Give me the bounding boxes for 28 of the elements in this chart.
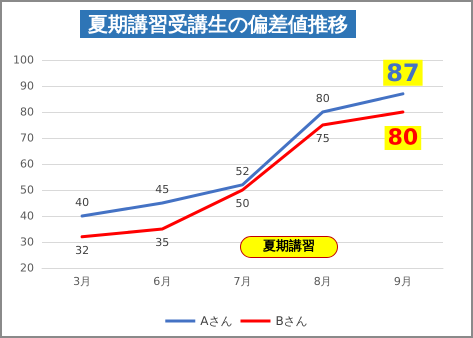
chart-title: 夏期講習受講生の偏差値推移 (87, 12, 348, 36)
data-label: 75 (316, 132, 330, 145)
y-tick-label: 50 (20, 184, 34, 196)
legend-label: Aさん (200, 314, 232, 328)
legend-label: Bさん (275, 314, 308, 328)
y-tick-label: 100 (13, 54, 34, 66)
y-tick-label: 20 (20, 262, 34, 274)
data-label: 40 (75, 196, 90, 209)
x-tick-label: 7月 (234, 275, 252, 288)
y-tick-label: 60 (20, 158, 34, 170)
y-tick-label: 90 (20, 80, 34, 92)
data-label: 80 (316, 92, 330, 105)
data-label: 45 (155, 183, 170, 196)
data-label: 52 (236, 164, 250, 178)
x-tick-label: 8月 (314, 275, 332, 288)
y-tick-label: 40 (20, 210, 34, 222)
y-tick-label: 30 (20, 236, 34, 248)
x-tick-label: 6月 (153, 275, 172, 288)
data-label: 35 (155, 236, 170, 249)
data-label: 87 (386, 58, 420, 87)
data-label: 50 (236, 197, 250, 210)
y-tick-label: 80 (20, 106, 34, 118)
x-tick-label: 3月 (73, 275, 92, 288)
data-label: 80 (388, 126, 418, 150)
data-label: 32 (75, 244, 90, 257)
rounded-label-box: 夏期講習 (240, 236, 338, 258)
y-tick-label: 70 (20, 132, 34, 144)
x-tick-label: 9月 (394, 275, 412, 288)
